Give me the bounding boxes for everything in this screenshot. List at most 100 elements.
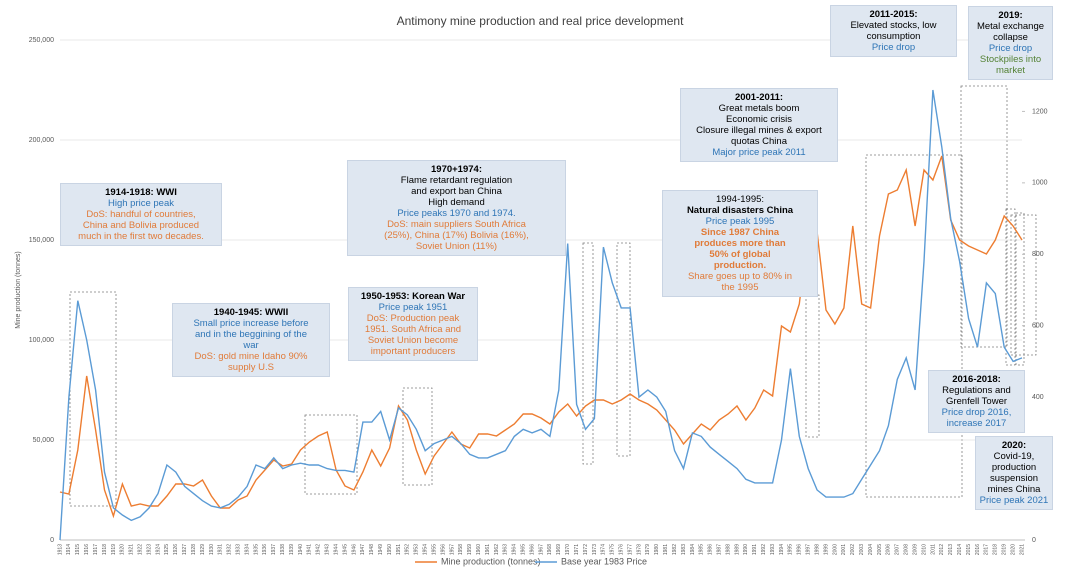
- annotation-line: Natural disasters China: [686, 205, 794, 216]
- annotation-line: supply U.S: [228, 362, 274, 373]
- x-tick-label: 1982: [672, 544, 678, 555]
- x-tick-label: 1977: [627, 544, 633, 555]
- x-tick-label: 1964: [512, 544, 518, 555]
- x-tick-label: 1917: [93, 544, 99, 555]
- annotation-line: DoS: main suppliers South Africa: [387, 219, 526, 230]
- y2-tick-label: 600: [1032, 323, 1044, 330]
- annotation-line: 50% of global: [709, 249, 771, 260]
- annotation-line: Grenfell Tower: [945, 396, 1008, 407]
- x-tick-label: 1973: [592, 544, 598, 555]
- x-tick-label: 1950: [387, 544, 393, 555]
- x-tick-label: 1914: [66, 544, 72, 555]
- frame: [1010, 214, 1037, 356]
- annotation-line: 1914-1918: WWI: [105, 187, 177, 198]
- x-tick-label: 1949: [378, 544, 384, 555]
- x-tick-label: 1947: [360, 544, 366, 555]
- annotation-line: the 1995: [721, 282, 759, 293]
- annotation-line: High price peak: [107, 198, 174, 209]
- annotation-line: Price drop: [988, 43, 1033, 54]
- x-tick-label: 1989: [734, 544, 740, 555]
- frame: [805, 294, 820, 438]
- annotation-box: 1940-1945: WWII Small price increase befo…: [172, 303, 330, 377]
- y-tick-label: 0: [50, 537, 54, 544]
- x-tick-label: 1957: [449, 544, 455, 555]
- x-tick-label: 1997: [806, 544, 812, 555]
- annotation-line: and export ban China: [411, 186, 502, 197]
- y-tick-label: 50,000: [33, 437, 55, 444]
- annotation-line: Economic crisis: [726, 114, 792, 125]
- annotation-line: much in the first two decades.: [78, 231, 204, 242]
- x-tick-label: 1970: [565, 544, 571, 555]
- x-tick-label: 2005: [877, 544, 883, 555]
- annotation-line: Soviet Union (11%): [415, 241, 498, 252]
- annotation-line: Small price increase before: [193, 318, 309, 329]
- x-tick-label: 1946: [351, 544, 357, 555]
- annotation-line: 2020:: [1001, 440, 1027, 451]
- annotation-line: DoS: handful of countries,: [86, 209, 196, 220]
- annotation-line: production: [991, 462, 1037, 473]
- annotation-line: important producers: [370, 346, 456, 357]
- frame: [304, 414, 358, 495]
- x-tick-label: 2016: [975, 544, 981, 555]
- x-tick-label: 1963: [503, 544, 509, 555]
- annotation-box: 1994-1995: Natural disasters China Price p…: [662, 190, 818, 297]
- x-tick-label: 1941: [307, 544, 313, 555]
- annotation-line: 1951. South Africa and: [364, 324, 462, 335]
- annotation-line: Price peak 1995: [705, 216, 775, 227]
- annotation-box: 2011-2015: Elevated stocks, low consumptio…: [830, 5, 957, 57]
- y-axis-label: Mine production (tonnes): [15, 251, 22, 328]
- annotation-line: Closure illegal mines & export: [696, 125, 822, 136]
- x-tick-label: 2006: [886, 544, 892, 555]
- annotation-box: 2001-2011: Great metals boom Economic cris…: [680, 88, 838, 162]
- annotation-line: Price peak 1951: [378, 302, 448, 313]
- x-tick-label: 1924: [155, 544, 161, 555]
- annotation-line: 2001-2011:: [734, 92, 784, 103]
- x-tick-label: 1996: [797, 544, 803, 555]
- highlight-frames: [69, 85, 1037, 507]
- x-tick-label: 1920: [120, 544, 126, 555]
- x-tick-label: 2012: [939, 544, 945, 555]
- x-tick-label: 2007: [895, 544, 901, 555]
- x-tick-label: 1981: [663, 544, 669, 555]
- x-tick-label: 1939: [289, 544, 295, 555]
- frame: [402, 387, 433, 486]
- x-tick-label: 2018: [993, 544, 999, 555]
- annotation-line: Stockpiles into: [979, 54, 1042, 65]
- x-tick-label: 1928: [191, 544, 197, 555]
- annotation-box: 1970+1974: Flame retardant regulation and …: [347, 160, 566, 256]
- frame: [582, 242, 594, 465]
- x-tick-label: 1934: [244, 544, 250, 555]
- y2-tick-label: 1200: [1032, 108, 1048, 115]
- y-tick-label: 150,000: [29, 237, 54, 244]
- annotation-line: collapse: [993, 32, 1028, 43]
- x-tick-label: 2013: [948, 544, 954, 555]
- x-tick-label: 1966: [529, 544, 535, 555]
- x-tick-label: 1937: [271, 544, 277, 555]
- x-tick-label: 1915: [75, 544, 81, 555]
- annotation-box: 2020: Covid-19, production suspension mines …: [975, 436, 1053, 510]
- annotation-line: war: [243, 340, 259, 351]
- x-tick-label: 2021: [1019, 544, 1025, 555]
- x-tick-label: 1969: [556, 544, 562, 555]
- annotation-line: quotas China: [731, 136, 787, 147]
- x-tick-label: 2015: [966, 544, 972, 555]
- x-tick-label: 1975: [610, 544, 616, 555]
- legend-label: Mine production (tonnes): [441, 556, 541, 566]
- annotation-line: Price drop 2016,: [941, 407, 1012, 418]
- x-tick-label: 1995: [788, 544, 794, 555]
- x-tick-label: 1987: [716, 544, 722, 555]
- legend-label: Base year 1983 Price: [561, 556, 647, 566]
- y2-tick-label: 400: [1032, 394, 1044, 401]
- x-tick-label: 1965: [521, 544, 527, 555]
- annotation-line: Soviet Union become: [367, 335, 459, 346]
- x-tick-label: 1929: [200, 544, 206, 555]
- y-tick-label: 200,000: [29, 137, 54, 144]
- x-tick-label: 1936: [262, 544, 268, 555]
- annotation-line: mines China: [987, 484, 1041, 495]
- annotation-line: Price drop: [871, 42, 916, 53]
- x-tick-label: 1913: [57, 544, 63, 555]
- x-tick-label: 1998: [814, 544, 820, 555]
- x-tick-label: 1994: [779, 544, 785, 555]
- frame: [1015, 212, 1025, 366]
- x-tick-label: 1918: [102, 544, 108, 555]
